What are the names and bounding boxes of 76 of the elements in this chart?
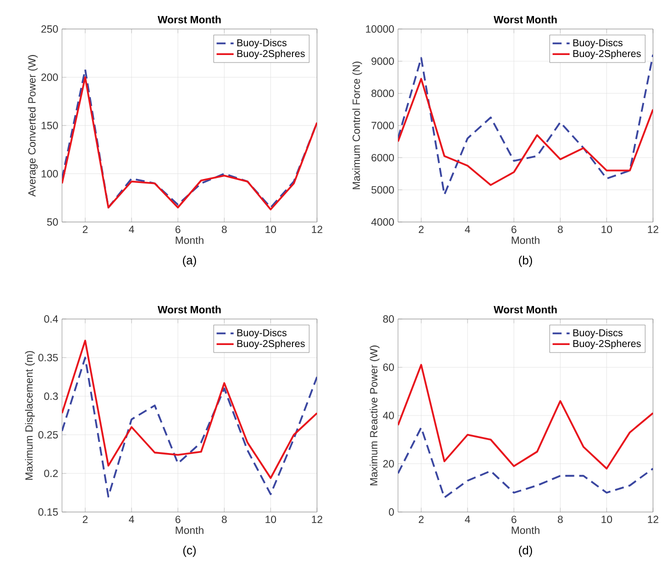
text: (d) — [518, 546, 532, 557]
legend-label: Buoy-2Spheres — [237, 340, 305, 350]
x-tick-label: 8 — [558, 226, 563, 234]
y-axis-title: Maximum Reactive Power (W) — [370, 346, 380, 486]
y-tick-label: 0.4 — [44, 315, 58, 323]
x-tick-label: 4 — [128, 226, 134, 233]
legend-label: Buoy-2Spheres — [237, 50, 305, 60]
y-tick-label: 9000 — [372, 57, 394, 65]
y-tick-label: 80 — [383, 315, 394, 323]
x-axis-title: Month — [512, 236, 540, 244]
y-tick-label: 4000 — [371, 218, 394, 226]
y-axis-title: Maximum Displacement (m) — [25, 351, 35, 480]
x-tick-label: 6 — [512, 516, 516, 524]
x-axis-title: Month — [176, 526, 204, 534]
text: (b) — [518, 256, 532, 267]
x-tick-label: 12 — [648, 226, 658, 233]
y-tick-label: 8000 — [372, 90, 394, 98]
x-axis-title: Month — [512, 526, 540, 534]
legend-label: Buoy-Discs — [573, 328, 623, 338]
y-axis-title: Average Converted Power (W) — [28, 55, 38, 197]
chart-title: Worst Month — [158, 306, 221, 314]
y-tick-label: 0.3 — [44, 392, 58, 400]
y-tick-label: 100 — [42, 170, 58, 178]
y-tick-label: 0.2 — [44, 470, 58, 478]
y-tick-label: 20 — [383, 460, 394, 468]
x-tick-label: 4 — [128, 516, 134, 523]
y-axis-title: Maximum Control Force (N) — [352, 62, 362, 190]
x-tick-label: 8 — [222, 516, 227, 524]
y-tick-label: 10000 — [366, 25, 394, 33]
x-tick-label: 6 — [176, 516, 180, 524]
x-tick-label: 2 — [418, 516, 424, 523]
x-tick-label: 2 — [82, 516, 88, 523]
y-tick-label: 200 — [41, 74, 58, 81]
line-series — [398, 426, 654, 498]
text: (c) — [183, 546, 196, 557]
y-tick-label: 0 — [388, 508, 394, 516]
legend-label: Buoy-2Spheres — [573, 50, 641, 60]
x-tick-label: 2 — [82, 226, 88, 233]
x-tick-label: 10 — [266, 516, 276, 524]
y-tick-label: 6000 — [372, 154, 394, 162]
x-tick-label: 2 — [418, 226, 424, 233]
chart-title: Worst Month — [158, 16, 221, 24]
legend-label: Buoy-Discs — [237, 38, 287, 48]
x-tick-label: 6 — [512, 226, 516, 234]
legend-label: Buoy-Discs — [573, 38, 623, 48]
line-series — [398, 364, 654, 470]
x-tick-label: 4 — [464, 516, 470, 523]
x-tick-label: 12 — [312, 516, 322, 523]
y-tick-label: 0.15 — [38, 508, 58, 516]
line-series — [398, 78, 654, 186]
x-tick-label: 10 — [602, 516, 612, 524]
y-tick-label: 150 — [42, 122, 58, 130]
y-tick-label: 7000 — [372, 122, 394, 130]
x-tick-label: 12 — [312, 226, 322, 233]
x-tick-label: 8 — [558, 516, 563, 524]
line-series — [62, 356, 318, 498]
x-tick-label: 4 — [464, 226, 470, 233]
y-tick-label: 5000 — [371, 186, 394, 194]
y-tick-label: 40 — [382, 412, 394, 420]
x-tick-label: 6 — [176, 226, 180, 234]
legend-label: Buoy-Discs — [237, 328, 287, 338]
y-tick-label: 250 — [41, 25, 58, 33]
x-tick-label: 10 — [602, 226, 612, 234]
chart-title: Worst Month — [494, 16, 557, 24]
y-tick-label: 0.35 — [38, 354, 58, 362]
x-axis-title: Month — [176, 236, 204, 244]
x-tick-label: 10 — [266, 226, 276, 234]
legend-label: Buoy-2Spheres — [573, 340, 641, 350]
y-tick-label: 50 — [47, 218, 58, 226]
y-tick-label: 60 — [383, 364, 394, 371]
y-tick-label: 0.25 — [38, 431, 58, 439]
x-tick-label: 12 — [648, 516, 658, 523]
chart-title: Worst Month — [494, 306, 557, 314]
text: (a) — [182, 256, 196, 267]
x-tick-label: 8 — [222, 226, 227, 234]
line-series — [62, 340, 318, 479]
